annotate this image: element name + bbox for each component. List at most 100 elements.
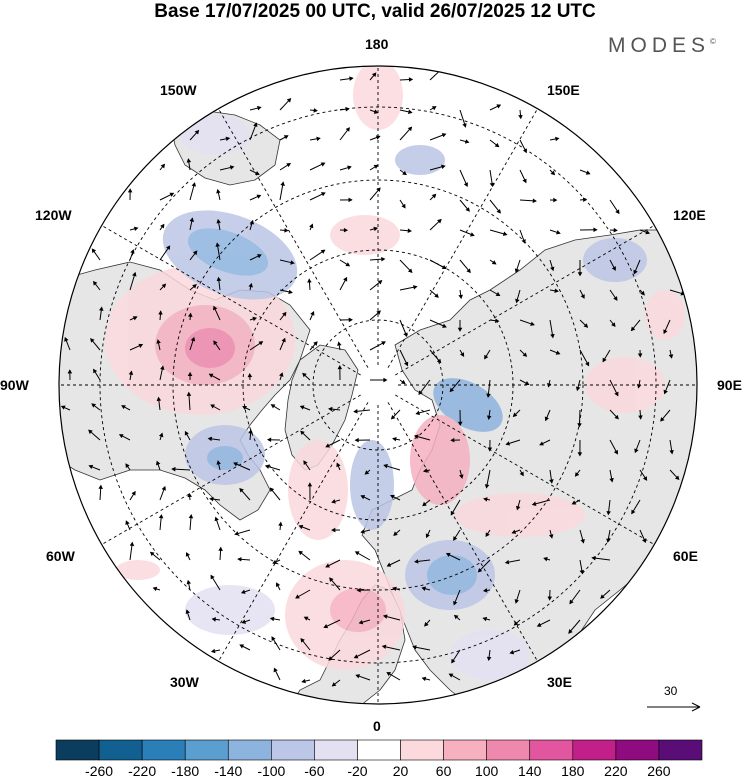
wind-vector-head [211, 617, 217, 622]
wind-vector-head [556, 230, 561, 235]
wind-vector-head [674, 475, 680, 481]
wind-vector-head [424, 621, 429, 627]
lon-label-90e: 90E [717, 377, 742, 393]
wind-vector-head [313, 341, 318, 346]
wind-vector-head [360, 529, 365, 534]
wind-vector-head [121, 405, 126, 410]
wind-vector-head [483, 497, 488, 502]
wind-vector-head [213, 340, 218, 346]
wind-vector-head [373, 226, 379, 232]
wind-vector-head [434, 293, 439, 298]
wind-vector-head [630, 326, 636, 332]
wind-vector-head [464, 139, 470, 144]
colorbar-tick-label: 180 [561, 763, 585, 779]
wind-vector-head [438, 67, 443, 73]
wind-vector-head [524, 381, 530, 385]
wind-vector-head [310, 311, 315, 316]
wind-vector-head [491, 260, 497, 265]
wind-vector-head [553, 197, 558, 203]
colorbar-segment [55, 739, 100, 761]
wind-vector-head [152, 586, 158, 592]
lon-label-30w: 30W [170, 674, 199, 690]
lon-label-60w: 60W [46, 548, 75, 564]
colorbar-tick-label: -100 [257, 763, 286, 779]
wind-vector-head [453, 614, 459, 620]
wind-vector-head [348, 197, 353, 203]
colorbar-segment [529, 739, 574, 761]
wind-vector-head [302, 372, 307, 378]
meridian-line [395, 225, 655, 376]
wind-vector-head [668, 354, 674, 359]
wind-vector-head [118, 434, 124, 439]
wind-vector-head [355, 674, 361, 679]
wind-vector-head [286, 98, 292, 103]
wind-vector-head [299, 405, 305, 410]
wind-vector-head [602, 357, 607, 363]
wind-vector-head [615, 209, 620, 215]
wind-vector-head [331, 499, 336, 504]
wind-vector-head [453, 600, 458, 606]
wind-vector-head [555, 136, 560, 142]
wind-vector-head [445, 552, 451, 557]
wind-vector-head [133, 226, 139, 232]
wind-vector-head [412, 645, 417, 650]
wind-vector-head [90, 337, 95, 343]
wind-vector-head [161, 283, 167, 289]
wind-vector-head [356, 587, 361, 593]
map-title: Base 17/07/2025 00 UTC, valid 26/07/2025… [154, 1, 596, 22]
anomaly-alaska-core [185, 328, 235, 368]
wind-vector-head [248, 282, 253, 288]
wind-vector-head [613, 449, 618, 455]
lon-label-180: 180 [365, 36, 389, 52]
wind-vector-head [640, 290, 645, 296]
wind-vector-head [329, 577, 334, 583]
wind-vector-head [354, 437, 359, 443]
wind-vector-head [88, 464, 94, 470]
lon-label-60e: 60E [673, 548, 698, 564]
wind-vector-head [160, 223, 165, 229]
wind-vector-head [487, 447, 493, 452]
colorbar-tick-label: 220 [604, 763, 628, 779]
wind-vector-head [185, 552, 190, 557]
anomaly-greenland-neg [350, 440, 394, 530]
wind-vector-head [496, 208, 501, 214]
wind-vector-head [132, 271, 137, 277]
wind-vector-head [636, 384, 642, 389]
wind-vector-head [284, 227, 289, 233]
wind-vector-head [457, 421, 463, 426]
anomaly-siberia-core [187, 228, 269, 276]
wind-vector-head [522, 148, 527, 154]
wind-vector-head [328, 406, 333, 412]
wind-vector-head [407, 268, 413, 274]
colorbar [55, 739, 703, 761]
wind-vector-head [577, 423, 582, 428]
wind-vector-head [568, 629, 573, 634]
wind-vector-head [425, 533, 430, 539]
wind-vector-head [353, 654, 359, 659]
wind-vector-head [255, 171, 260, 176]
wind-vector-head [283, 135, 289, 140]
wind-vector-head [514, 599, 519, 604]
wind-vector-head [393, 531, 398, 537]
wind-vector-head [613, 296, 618, 301]
wind-vector-head [125, 520, 130, 525]
wind-vector-head [214, 516, 219, 522]
wind-vector-head [88, 429, 93, 435]
wind-vector-head [328, 656, 333, 661]
wind-vector-head [489, 182, 495, 188]
anomaly-chukchi-neg [395, 145, 445, 175]
wind-vector-head [383, 464, 388, 469]
wind-vector-head [407, 228, 412, 233]
wind-vector-head [281, 337, 286, 343]
wind-vector-head [272, 559, 278, 564]
anomaly-mid-atlantic-neg [185, 585, 275, 635]
anomaly-hudson-core [207, 446, 243, 470]
wind-vector-head [337, 341, 342, 346]
wind-vector-head [486, 393, 491, 398]
wind-vector-head [611, 266, 616, 271]
wind-vector-head [609, 477, 614, 483]
wind-vector-head [240, 589, 246, 594]
wind-vector-head [485, 532, 490, 537]
wind-vector-head [450, 437, 455, 443]
